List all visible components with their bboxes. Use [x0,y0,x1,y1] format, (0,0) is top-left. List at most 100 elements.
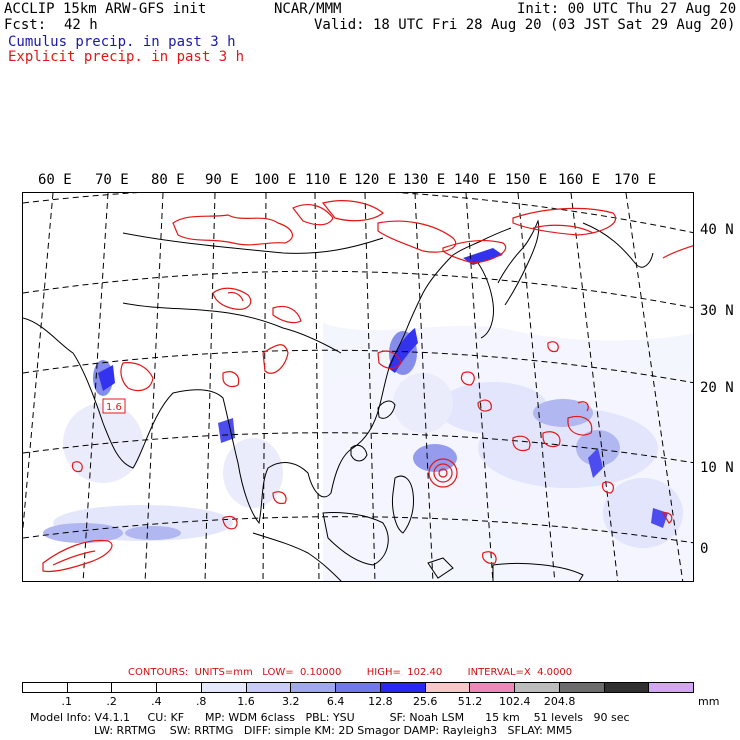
color-bar-swatch [559,683,605,692]
cumulus-mid-region [533,399,593,427]
red-contour [577,401,589,412]
new-guinea-coastline [492,563,584,581]
kamchatka-coastline [582,222,654,268]
model-info-line1: Model Info: V4.1.1 CU: KF MP: WDM 6class… [30,711,630,724]
lon-label: 150 E [505,172,548,188]
cumulus-dark-region [463,248,503,265]
lon-label: 130 E [403,172,446,188]
lon-line [414,193,434,581]
red-contour [567,415,593,436]
color-bar-tick: 204.8 [543,695,576,708]
red-contour [120,362,154,392]
sulawesi-coastline [427,557,454,579]
cumulus-dark-region [388,328,418,373]
color-bar-swatch [604,683,650,692]
color-bar-tick: .4 [151,695,162,708]
init-time: Init: 00 UTC Thu 27 Aug 20 [517,1,737,17]
color-bar-tick: 1.6 [237,695,255,708]
cumulus-light-region [223,438,283,508]
lon-line [517,193,556,581]
color-bar-swatch [23,683,68,692]
korea-coastline [477,262,494,339]
color-bar-swatch [380,683,426,692]
color-bar-tick: .2 [106,695,117,708]
red-contour [292,204,334,226]
red-contour [482,551,497,564]
cumulus-mid-region [43,523,123,543]
lon-line [465,193,494,581]
lon-label: 120 E [354,172,397,188]
color-bar-swatch [201,683,247,692]
lat-line-40n [23,193,693,234]
typhoon-contour [438,468,448,478]
lon-label: 60 E [38,172,72,188]
cumulus-dark-region [98,365,115,391]
color-bar-tick: 12.8 [368,695,393,708]
cumulus-legend-label: Cumulus precip. in past 3 h [8,34,236,50]
japan-coastline [497,219,540,306]
philippines-coastline [392,475,414,534]
color-bar [22,682,694,693]
lon-label: 170 E [614,172,657,188]
lon-line [144,193,164,581]
latlon-grid [23,193,693,581]
red-contour [377,350,402,369]
typhoon-contour [428,458,458,488]
coastlines [23,219,654,581]
explicit-legend-label: Explicit precip. in past 3 h [8,49,245,65]
red-contour [222,515,238,530]
cumulus-mid-region [125,526,181,540]
red-contour [321,200,384,222]
red-contour [601,481,615,494]
cumulus-light-region [393,373,453,433]
red-contour [42,539,113,573]
cumulus-dark-region [588,448,603,478]
lat-label: 30 N [700,303,734,319]
lon-label: 100 E [254,172,297,188]
taiwan-coastline [377,400,396,419]
border-line [122,232,384,254]
color-bar-swatch [470,683,516,692]
lon-label: 90 E [205,172,239,188]
color-bar-swatch [157,683,202,692]
red-contour [460,371,475,386]
red-contour [172,214,294,246]
fcst-value: 42 h [64,17,98,33]
sumatra-coastline [252,532,342,581]
lon-label: 80 E [151,172,185,188]
cumulus-light-region [63,403,143,483]
lon-line [262,193,267,581]
lon-line [82,193,109,581]
red-contour [377,220,457,253]
precip-map: 1.6 [22,192,694,582]
color-bar-swatch [649,683,694,692]
red-contour [262,344,289,374]
border-line [122,302,342,354]
color-bar-tick: 25.6 [412,695,438,708]
color-bar-tick: 3.2 [282,695,300,708]
lat-label: 40 N [700,222,734,238]
color-bar-swatch [67,683,113,692]
valid-time: Valid: 18 UTC Fri 28 Aug 20 (03 JST Sat … [314,17,736,33]
lon-label: 160 E [558,172,601,188]
typhoon-contour [433,463,453,483]
color-bar-tick: 102.4 [499,695,531,708]
red-contour [662,245,693,259]
red-contour [547,341,559,353]
lon-line [23,193,54,533]
red-contour [512,435,531,452]
contours-info: CONTOURS: UNITS=mm LOW= 0.10000 HIGH= 10… [128,667,573,678]
lat-label: 0 [700,541,709,557]
lat-label: 10 N [700,460,734,476]
red-contour [532,224,594,234]
red-contour [52,550,96,566]
cumulus-light-region [603,478,683,548]
red-contour [227,291,244,302]
color-bar-swatch [425,683,471,692]
lon-label: 110 E [305,172,348,188]
cumulus-dark-region [218,418,235,443]
color-bar-swatch [515,683,560,692]
lon-line [570,193,619,581]
contour-label: 1.6 [106,402,122,413]
map-canvas: 1.6 [23,193,693,581]
